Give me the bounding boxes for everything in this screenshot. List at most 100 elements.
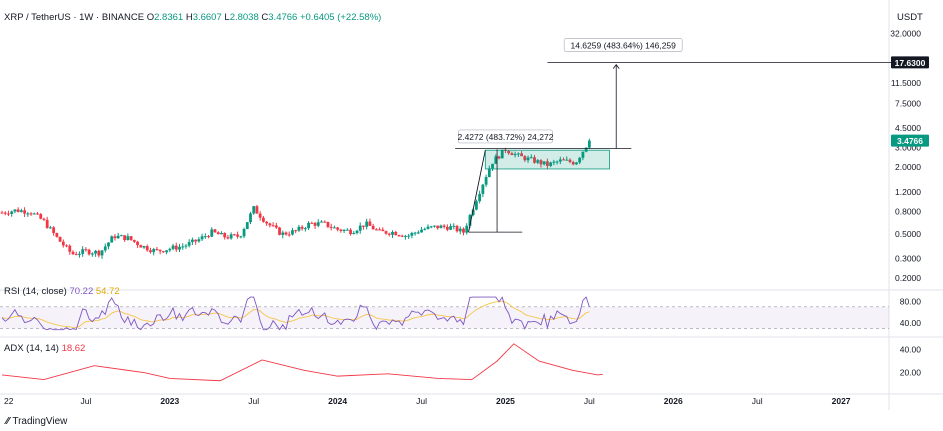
candle-body [445,226,449,230]
candle-body [45,219,49,228]
candle-body [90,253,94,255]
price-tick-label: 2.0000 [895,162,921,172]
candle-body [455,225,459,232]
candle-body [307,222,310,229]
price-label-box [891,56,929,69]
candle-body [103,246,107,251]
candle-body [439,225,443,229]
candle-body [245,222,249,229]
candle-body [362,225,365,227]
adx-pane [1,343,603,382]
rsi-tick-label: 40.00 [900,318,922,328]
candle-body [210,229,214,237]
candle-body [352,233,356,235]
candle-body [26,213,30,215]
symbol-header: XRP / TetherUS · 1W · BINANCE O2.8361 H3… [4,12,381,23]
move-arrow-line [468,150,486,233]
candle-body [236,234,239,237]
candle-body [278,227,281,235]
candle-body [268,223,272,226]
candle-body [184,245,188,247]
low-value: 2.8038 [229,12,259,23]
high-label: H [185,12,193,23]
candle-body [262,217,265,222]
adx-tick-label: 20.00 [900,368,922,378]
candle-body [468,214,472,226]
candle-body [387,233,391,235]
time-tick-label: Jul [584,396,595,406]
measure-box [458,129,553,144]
drawings: 2.4272 (483.72%) 24,272 14.6259 (483.64%)… [455,38,893,233]
adx-legend[interactable]: ADX (14, 14) 18.62 [4,343,85,354]
rsi-tick-label: 80.00 [900,296,922,306]
candle-body [442,225,446,227]
candle-body [571,162,575,165]
candle-body [29,213,33,215]
candle-body [329,226,333,228]
candle-body [229,234,233,239]
adx-value: 18.62 [61,343,86,354]
candle-body [562,159,565,161]
price-tick-label: 0.8000 [895,206,921,216]
candle-body [542,161,546,165]
adx-line [1,343,603,382]
candle-body [303,228,307,230]
candle-body [19,210,23,212]
candle-body [297,226,301,231]
candle-body [81,249,85,254]
candle-body [313,223,317,226]
candle-body [391,231,394,235]
currency-label[interactable]: USDT [897,12,923,23]
candle-body [61,241,65,246]
price-label-box [891,134,929,147]
measure-label: 2.4272 (483.72%) 24,272 [457,132,553,142]
candle-body [36,213,39,215]
price-label: 3.4766 [897,136,923,146]
candle-body [484,177,488,185]
price-tick-label: 4.5000 [895,123,921,133]
candle-body [584,147,588,152]
candle-body [420,229,423,233]
candle-body [152,249,156,253]
candle-body [333,227,336,229]
high-value: 3.6607 [192,12,222,23]
candle-body [513,153,517,156]
projection-box [563,38,683,52]
candle-body [539,160,543,165]
tradingview-brand[interactable]: ⁄⁄ TradingView [6,416,67,427]
candle-body [216,232,220,235]
candle-body [533,157,536,163]
rsi-legend[interactable]: RSI (14, close) 70.22 54.72 [4,286,120,297]
rsi-ma-value: 54.72 [95,286,120,297]
price-tick-label: 0.3000 [895,254,921,264]
candle-body [142,246,146,248]
candle-body [197,239,201,242]
candle-body [42,218,46,220]
candle-body [145,246,149,251]
candle-body [339,229,343,231]
candle-body [258,213,262,218]
candle-body [242,228,246,237]
candle-body [158,249,162,252]
candles [0,138,591,259]
rsi-ma-line [1,300,590,328]
candle-body [178,246,181,250]
candle-body [55,233,59,237]
candle-body [336,227,340,230]
candle-body [552,161,556,163]
rsi-value: 70.22 [69,286,94,297]
candle-body [87,249,91,255]
time-tick-label: 2026 [664,396,683,406]
candle-body [71,251,75,255]
candle-body [516,153,520,155]
tradingview-name: TradingView [12,416,68,427]
candle-body [74,254,78,256]
candle-body [191,239,194,243]
candle-body [200,236,204,240]
candle-body [578,157,582,163]
time-tick-label: 2025 [496,396,515,406]
candle-body [52,227,56,234]
symbol-title[interactable]: XRP / TetherUS · 1W · BINANCE [4,12,145,23]
price-tick-label: 3.0000 [895,143,921,153]
